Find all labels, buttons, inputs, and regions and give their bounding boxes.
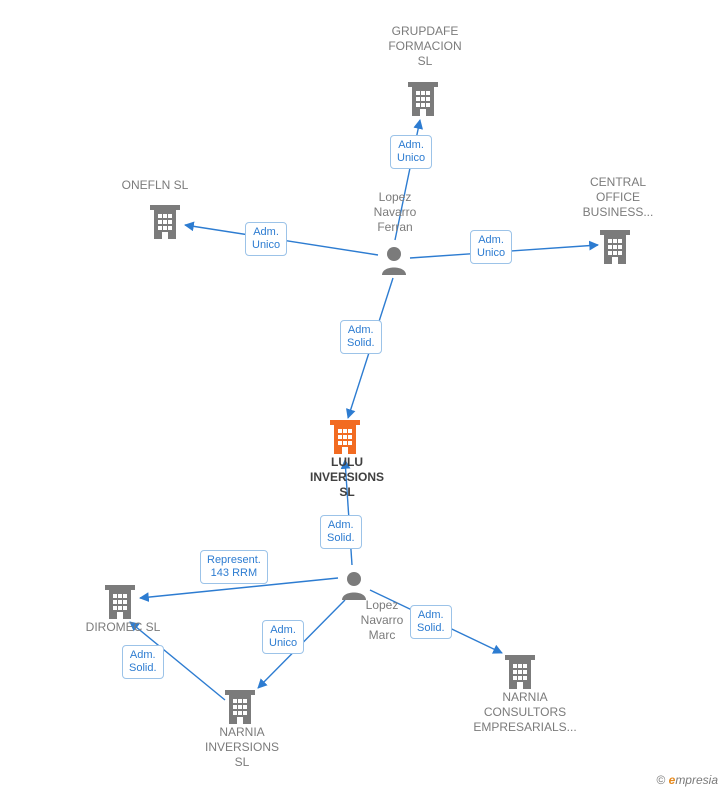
building-icon[interactable] [408,82,438,121]
building-icon[interactable] [225,690,255,729]
building-icon[interactable] [600,230,630,269]
node-label: NARNIA CONSULTORS EMPRESARIALS... [460,690,590,735]
edge-label: Adm. Solid. [122,645,164,679]
copyright-symbol: © [656,773,665,787]
person-icon[interactable] [380,245,408,280]
edge-label: Adm. Solid. [340,320,382,354]
node-label: CENTRAL OFFICE BUSINESS... [570,175,666,220]
edge-label: Adm. Solid. [320,515,362,549]
node-label: Lopez Navarro Marc [352,598,412,643]
node-label: Lopez Navarro Ferran [360,190,430,235]
copyright: © empresia [656,773,718,787]
edge-label: Represent. 143 RRM [200,550,268,584]
edge-label: Adm. Solid. [410,605,452,639]
building-icon[interactable] [105,585,135,624]
node-label: LULU INVERSIONS SL [300,455,394,500]
edge-label: Adm. Unico [470,230,512,264]
diagram-canvas: © empresia Adm. Unico Adm. Unico Adm. Unic… [0,0,728,795]
edges-layer [0,0,728,795]
building-icon[interactable] [330,420,360,459]
node-label: NARNIA INVERSIONS SL [195,725,289,770]
edge-label: Adm. Unico [390,135,432,169]
node-label: ONEFLN SL [110,178,200,193]
building-icon[interactable] [505,655,535,694]
building-icon[interactable] [150,205,180,244]
brand-rest: mpresia [675,773,718,787]
edge-label: Adm. Unico [245,222,287,256]
node-label: GRUPDAFE FORMACION SL [378,24,472,69]
edge-label: Adm. Unico [262,620,304,654]
node-label: DIROMEC SL [78,620,168,635]
